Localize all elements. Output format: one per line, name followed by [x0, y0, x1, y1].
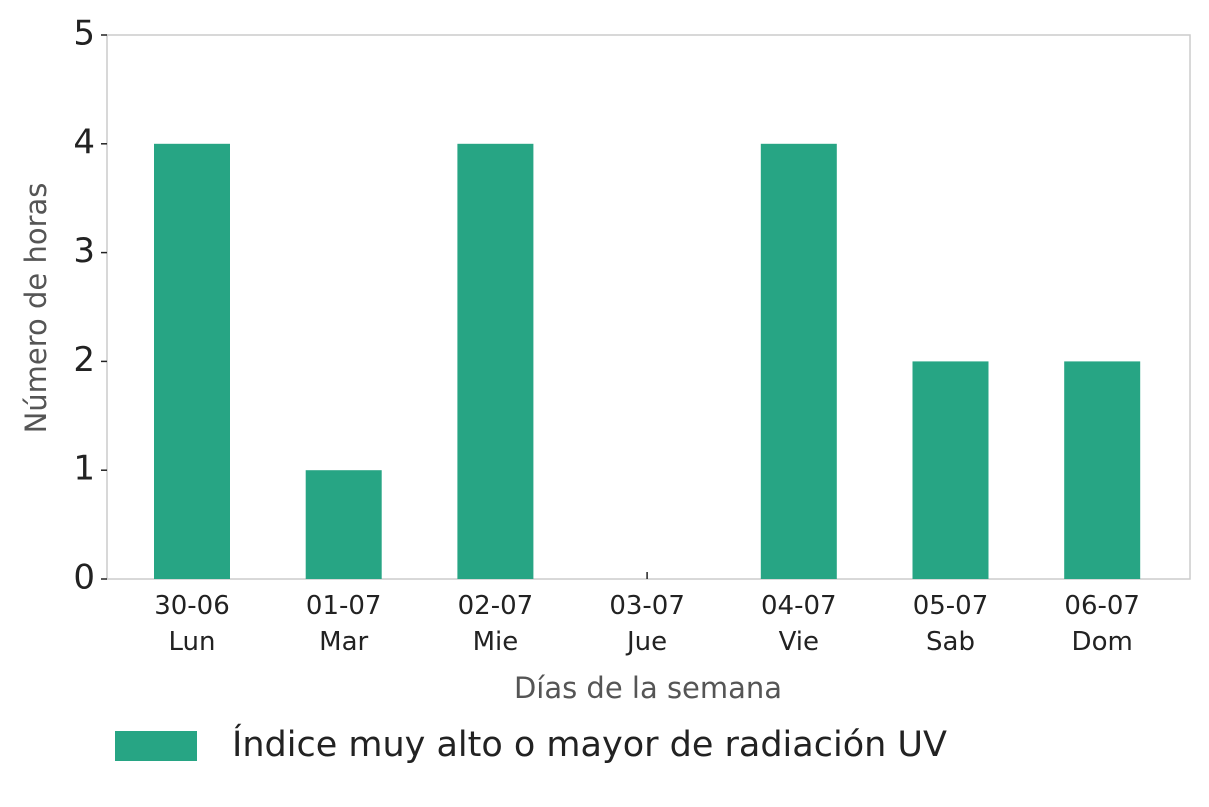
bar: [912, 361, 989, 579]
y-tick-label: 3: [73, 231, 95, 271]
y-tick-label: 2: [73, 340, 95, 380]
x-tick-label: 01-07 Mar: [305, 591, 382, 657]
bar: [760, 143, 837, 580]
x-tick-label: 30-06 Lun: [154, 591, 230, 657]
legend-label: Índice muy alto o mayor de radiación UV: [232, 723, 947, 765]
y-tick-label: 5: [73, 14, 95, 54]
x-tick-label: 02-07 Mie: [457, 591, 534, 657]
bar: [154, 143, 230, 580]
bar: [1064, 361, 1141, 579]
y-tick-label: 0: [73, 558, 95, 598]
x-tick-label: 04-07 Vie: [761, 591, 837, 657]
x-tick-label: 03-07 Jue: [609, 591, 685, 657]
y-tick-label: 4: [73, 122, 95, 162]
plot-frame: [106, 34, 1191, 580]
legend-swatch: [115, 731, 197, 761]
x-tick-label: 05-07 Sab: [912, 591, 989, 657]
bar: [457, 143, 534, 580]
x-tick-label: 06-07 Dom: [1064, 591, 1140, 657]
y-tick-label: 1: [73, 449, 95, 489]
bar: [305, 470, 382, 579]
y-axis-label: Número de horas: [19, 183, 53, 434]
x-axis-label: Días de la semana: [514, 671, 782, 705]
